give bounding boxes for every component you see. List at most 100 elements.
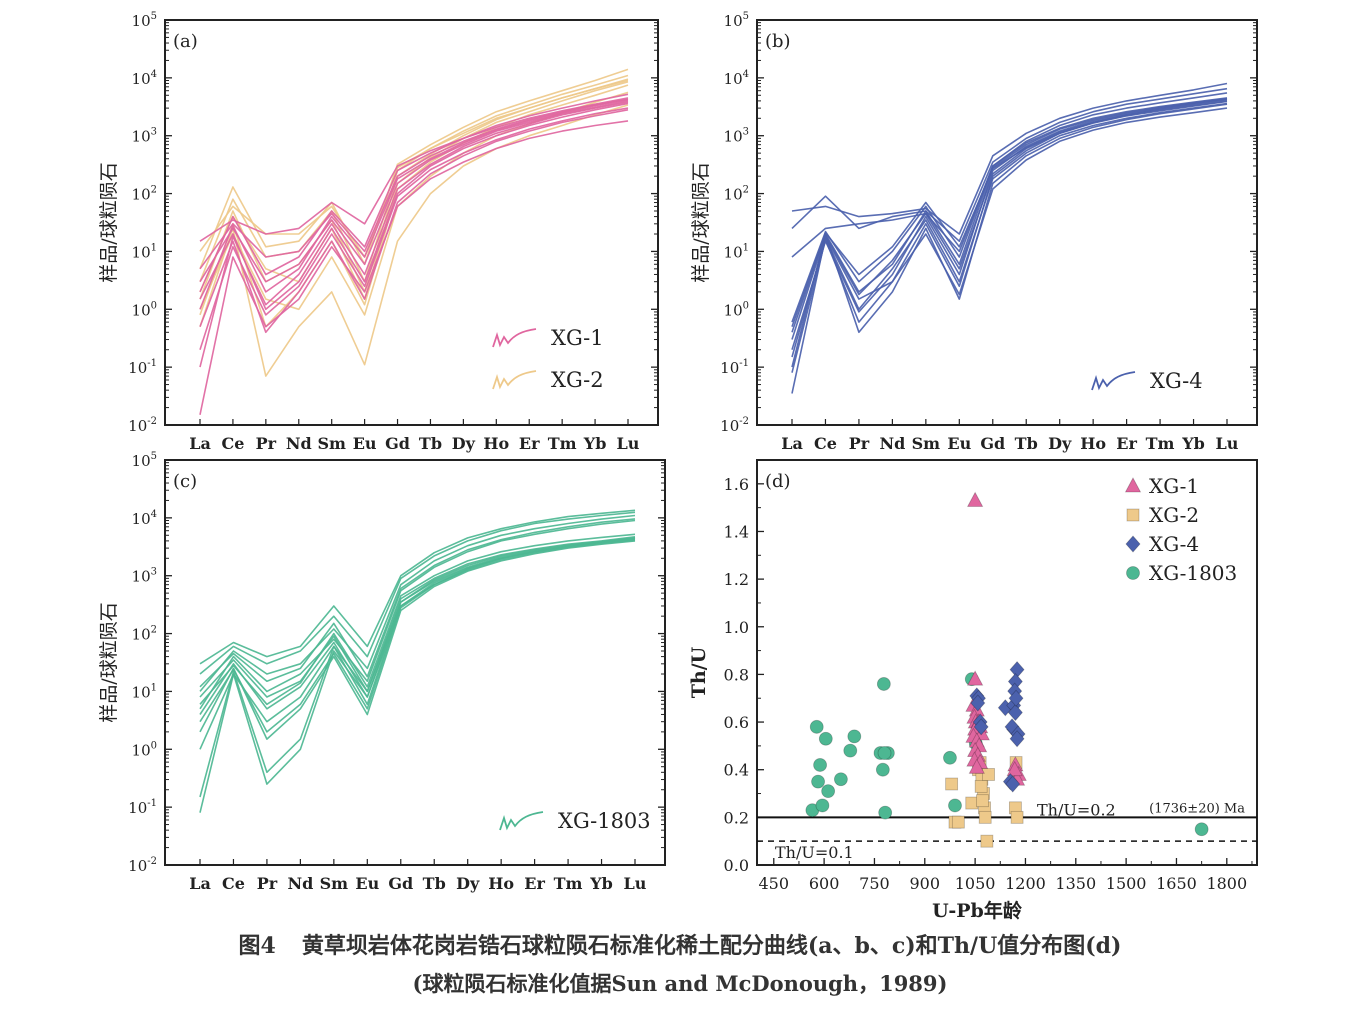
- series-line-xg-1: [199, 120, 629, 415]
- y-tick-label: 1.4: [724, 522, 749, 541]
- x-tick-label: Ce: [221, 434, 244, 453]
- y-tick-label: 0.8: [724, 665, 749, 684]
- point-xg-2: [945, 777, 959, 791]
- x-tick-label: Er: [1116, 434, 1137, 453]
- point-xg-1803: [948, 798, 962, 813]
- y-tick-label: 10-2: [128, 856, 157, 875]
- legend-swatch: [499, 811, 544, 831]
- y-tick-label: 10-1: [128, 358, 157, 377]
- figure-number: 图4: [238, 933, 276, 959]
- x-tick-label: La: [189, 874, 211, 893]
- series-line-xg-1: [199, 98, 629, 310]
- y-tick-label: 100: [132, 740, 157, 759]
- y-tick-label: 1.2: [724, 570, 749, 589]
- ree-panel-c: 10-2 10-1 100 101 102 103 104 105 La Ce Pr Nd Sm Eu Gd…: [98, 451, 666, 893]
- x-tick-label: Pr: [849, 434, 870, 453]
- legend-marker: [1126, 566, 1140, 580]
- y-axis-label: 样品/球粒陨石: [98, 602, 120, 722]
- y-tick-label: 101: [132, 242, 157, 261]
- point-xg-1: [966, 491, 984, 507]
- x-tick-label: 900: [910, 874, 941, 893]
- x-tick-label: Eu: [355, 874, 379, 893]
- y-tick-label: 0.6: [724, 713, 749, 732]
- x-tick-label: 1350: [1055, 874, 1096, 893]
- legend-label: XG-1803: [558, 809, 651, 833]
- legend-swatch: [492, 370, 537, 390]
- legend-label: XG-1: [551, 326, 604, 350]
- series-line-xg-1: [199, 101, 629, 368]
- series-line-xg-1: [199, 109, 629, 334]
- y-tick-label: 102: [724, 185, 749, 204]
- point-xg-1: [1006, 760, 1023, 777]
- y-tick-label: 101: [724, 242, 749, 261]
- series-line-xg-4: [791, 97, 1228, 333]
- x-tick-label: Tm: [548, 434, 577, 453]
- y-tick-label: 105: [132, 451, 157, 470]
- x-tick-label: Gd: [980, 434, 1005, 453]
- y-tick-label: 0.4: [724, 761, 749, 780]
- point-xg-2: [1010, 810, 1024, 824]
- y-axis-label: Th/U: [688, 646, 710, 698]
- x-tick-label: 750: [859, 874, 890, 893]
- point-xg-4: [1005, 775, 1021, 793]
- x-tick-label: Sm: [317, 434, 346, 453]
- x-tick-label: 450: [759, 874, 790, 893]
- plot-frame: [164, 459, 666, 866]
- x-tick-label: Gd: [385, 434, 410, 453]
- series-line-xg-1: [199, 93, 629, 293]
- y-tick-label: 103: [132, 127, 157, 146]
- y-tick-label: 104: [724, 69, 749, 88]
- series-line-xg-4: [791, 107, 1228, 373]
- x-axis-label: U-Pb年龄: [932, 899, 1023, 922]
- x-tick-label: La: [781, 434, 803, 453]
- x-tick-label: Tb: [423, 874, 446, 893]
- x-tick-label: Yb: [589, 874, 613, 893]
- panel-label: (a): [173, 31, 198, 52]
- y-tick-label: 10-2: [128, 416, 157, 435]
- point-xg-2: [982, 768, 995, 781]
- x-tick-label: Dy: [452, 434, 476, 453]
- x-tick-label: Dy: [456, 874, 480, 893]
- legend-marker: [1124, 477, 1142, 493]
- series-line-xg-4: [791, 82, 1228, 235]
- series-line-xg-4: [791, 97, 1228, 323]
- figure-title: 黄草坝岩体花岗岩锆石球粒陨石标准化稀土配分曲线(a、b、c)和Th/U值分布图(…: [301, 933, 1122, 959]
- x-tick-label: Eu: [353, 434, 377, 453]
- plot-frame: [164, 19, 659, 426]
- x-tick-label: Sm: [912, 434, 941, 453]
- series-line-xg-2: [199, 74, 629, 283]
- ree-panel-b: 10-2 10-1 100 101 102 103 104 105 La Ce Pr Nd Sm Eu Gd…: [690, 11, 1258, 453]
- y-tick-label: 0.0: [724, 856, 749, 875]
- series-line-xg-4: [791, 100, 1228, 327]
- series-line-xg-4: [791, 100, 1228, 340]
- x-tick-label: 1200: [1005, 874, 1046, 893]
- x-tick-label: Nd: [879, 434, 905, 453]
- legend-label: XG-2: [1149, 503, 1199, 527]
- y-tick-label: 100: [132, 300, 157, 319]
- series-line-xg-1803: [199, 538, 636, 750]
- y-tick-label: 104: [132, 509, 157, 528]
- point-xg-4: [1009, 730, 1025, 748]
- series-line-xg-2: [199, 84, 629, 328]
- y-axis-label: 样品/球粒陨石: [98, 162, 120, 282]
- series-line-xg-4: [791, 103, 1228, 368]
- point-xg-1803: [813, 758, 827, 772]
- panel-label: (c): [173, 471, 197, 492]
- series-line-xg-1803: [199, 533, 636, 706]
- series-xg-4: [969, 661, 1026, 793]
- series-line-xg-1: [199, 107, 629, 350]
- y-tick-label: 102: [132, 625, 157, 644]
- x-tick-label: Tm: [1146, 434, 1175, 453]
- x-tick-label: Nd: [287, 874, 313, 893]
- point-xg-2: [978, 810, 992, 824]
- legend-label: XG-1: [1149, 474, 1199, 498]
- x-tick-label: 1800: [1206, 874, 1247, 893]
- x-tick-label: 1500: [1106, 874, 1147, 893]
- point-xg-1803: [843, 743, 858, 758]
- x-tick-label: Lu: [1216, 434, 1239, 453]
- point-xg-1803: [876, 677, 891, 691]
- x-tick-label: Ho: [1080, 434, 1106, 453]
- point-xg-2: [951, 815, 965, 829]
- x-tick-label: La: [189, 434, 211, 453]
- series-xg-1803: [805, 672, 1209, 837]
